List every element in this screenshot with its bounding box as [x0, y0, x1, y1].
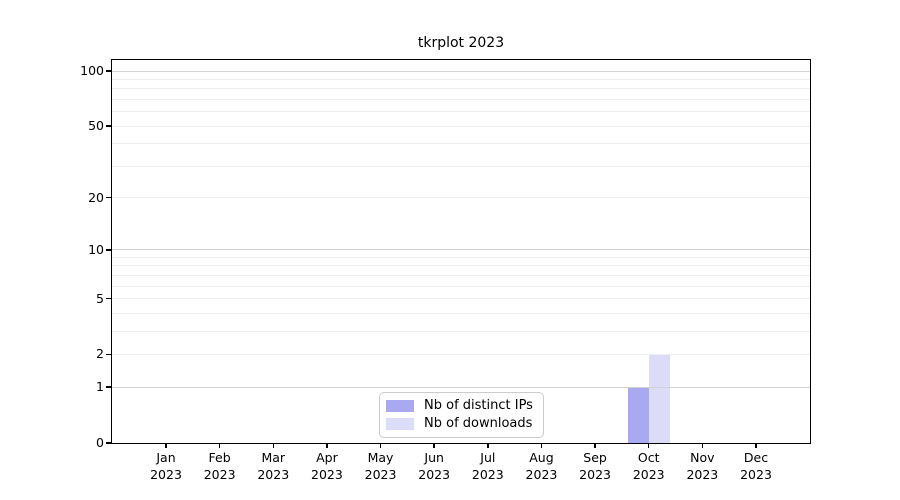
x-axis-tick	[594, 443, 596, 448]
x-axis-tick	[165, 443, 167, 448]
x-tick-year: 2023	[740, 467, 772, 482]
minor-gridline	[112, 197, 810, 199]
x-tick-label: Jul 2023	[456, 449, 520, 483]
minor-gridline	[112, 79, 810, 81]
y-tick-label: 20	[88, 189, 104, 205]
y-axis-tick	[106, 70, 111, 72]
x-tick-month: Aug	[529, 450, 554, 465]
x-tick-label: Mar 2023	[241, 449, 305, 483]
x-axis-tick	[540, 443, 543, 448]
minor-gridline	[112, 274, 810, 276]
y-tick-label: 10	[88, 241, 104, 257]
y-axis-tick	[106, 196, 111, 199]
x-axis-tick	[701, 443, 704, 448]
minor-gridline	[112, 353, 810, 355]
y-axis-tick	[106, 386, 111, 388]
x-axis-tick	[487, 443, 489, 448]
y-axis-tick	[106, 125, 111, 127]
minor-gridline	[112, 312, 810, 314]
y-tick-label: 2	[96, 346, 104, 362]
y-axis-tick	[106, 249, 111, 251]
x-tick-year: 2023	[471, 467, 504, 482]
x-tick-month: Sep	[583, 450, 607, 465]
x-tick-label: Nov 2023	[670, 449, 734, 483]
bars-layer	[112, 60, 810, 443]
legend-label: Nb of distinct IPs	[424, 398, 533, 413]
x-tick-year: 2023	[364, 467, 397, 482]
x-axis-tick	[326, 443, 328, 448]
minor-gridline	[112, 265, 810, 267]
x-tick-label: Jan 2023	[134, 449, 198, 483]
x-tick-year: 2023	[203, 467, 236, 482]
minor-gridline	[112, 143, 810, 145]
x-tick-month: Apr	[316, 450, 338, 465]
x-axis-tick	[272, 443, 275, 448]
legend-row: Nb of downloads	[386, 416, 533, 431]
major-gridline	[112, 249, 810, 251]
grid-layer	[112, 60, 810, 443]
x-tick-month: Jan	[156, 450, 176, 465]
y-tick-label: 0	[96, 435, 104, 450]
legend-swatch	[386, 399, 414, 412]
y-tick-label: 100	[80, 63, 104, 79]
bar-nb-of-distinct-ips	[627, 387, 649, 443]
plot-area	[112, 60, 810, 443]
x-tick-label: May 2023	[349, 449, 413, 483]
x-tick-month: Jul	[480, 450, 496, 465]
y-tick-label: 5	[96, 290, 104, 306]
legend: Nb of distinct IPs Nb of downloads	[379, 392, 544, 438]
x-tick-month: Mar	[261, 450, 286, 465]
minor-gridline	[112, 330, 810, 332]
x-tick-year: 2023	[579, 467, 611, 482]
legend-row: Nb of distinct IPs	[386, 398, 533, 413]
y-axis-tick	[106, 297, 111, 300]
legend-label: Nb of downloads	[424, 416, 533, 431]
x-axis-tick	[379, 443, 382, 448]
x-tick-year: 2023	[632, 467, 665, 482]
x-tick-label: Aug 2023	[509, 449, 573, 483]
x-tick-year: 2023	[686, 467, 719, 482]
y-tick-label: 1	[96, 379, 104, 395]
y-axis-tick	[106, 353, 111, 356]
x-tick-label: Dec 2023	[724, 449, 788, 483]
x-tick-year: 2023	[525, 467, 558, 482]
x-axis-tick	[218, 443, 221, 448]
minor-gridline	[112, 285, 810, 287]
minor-gridline	[112, 111, 810, 113]
minor-gridline	[112, 125, 810, 127]
y-axis-tick	[106, 442, 111, 444]
minor-gridline	[112, 298, 810, 300]
x-tick-month: May	[367, 450, 394, 465]
x-tick-month: Nov	[690, 450, 715, 465]
minor-gridline	[112, 256, 810, 258]
minor-gridline	[112, 99, 810, 101]
x-tick-label: Feb 2023	[188, 449, 252, 483]
major-gridline	[112, 386, 810, 388]
x-axis-tick	[433, 443, 435, 448]
x-tick-month: Jun	[424, 450, 444, 465]
y-tick-label: 50	[88, 118, 104, 134]
minor-gridline	[112, 88, 810, 90]
bar-nb-of-downloads	[648, 354, 670, 443]
x-tick-label: Oct 2023	[617, 449, 681, 483]
major-gridline	[112, 70, 810, 72]
x-tick-label: Apr 2023	[295, 449, 359, 483]
legend-swatch	[386, 417, 414, 430]
x-tick-year: 2023	[311, 467, 343, 482]
x-tick-year: 2023	[150, 467, 182, 482]
minor-gridline	[112, 165, 810, 167]
x-axis-tick	[755, 443, 757, 448]
x-tick-month: Dec	[743, 450, 769, 465]
x-tick-year: 2023	[418, 467, 451, 482]
x-tick-month: Oct	[637, 450, 660, 465]
x-tick-label: Jun 2023	[402, 449, 466, 483]
x-tick-month: Feb	[208, 450, 231, 465]
x-tick-year: 2023	[257, 467, 290, 482]
x-tick-label: Sep 2023	[563, 449, 627, 483]
x-axis-tick	[647, 443, 650, 448]
chart-title: tkrplot 2023	[417, 35, 505, 51]
